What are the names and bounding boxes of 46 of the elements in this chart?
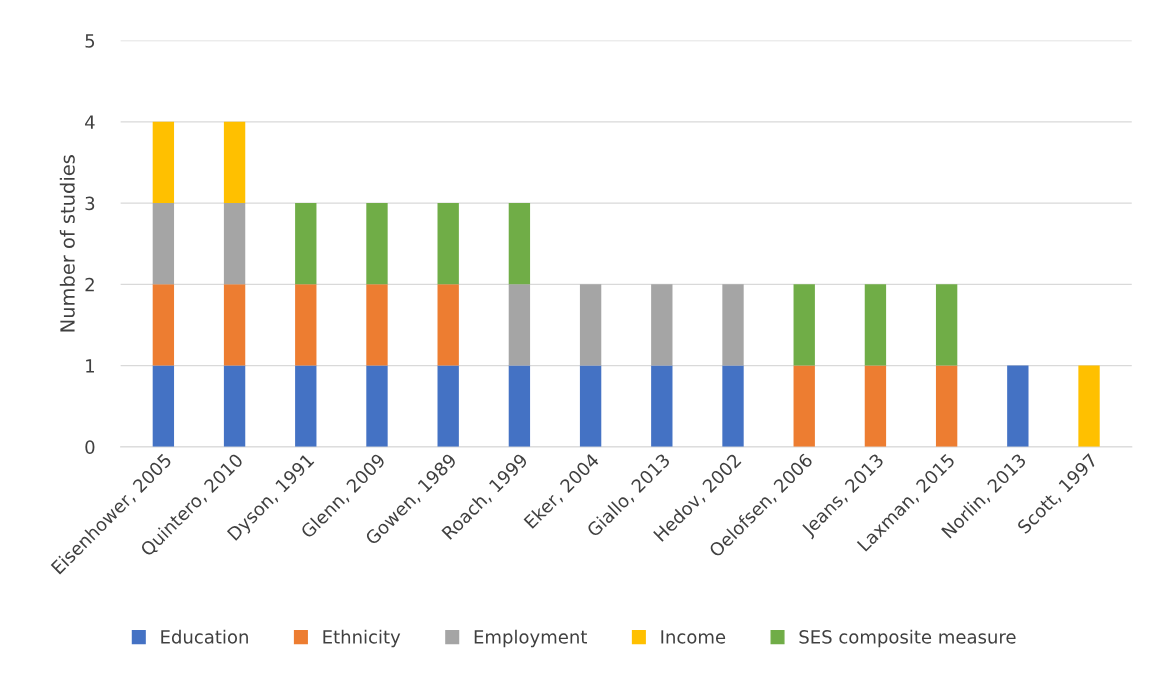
bar [722, 365, 744, 447]
bar [579, 365, 602, 447]
y-axis-title: Number of studies [59, 155, 75, 332]
legend-label: SES composite measure [799, 629, 1016, 648]
bar [295, 203, 317, 285]
bar [864, 365, 887, 447]
bar [366, 284, 388, 366]
y-tick-label: 0 [85, 440, 95, 454]
y-tick-label: 5 [85, 34, 95, 48]
bar [223, 121, 246, 204]
bar [223, 365, 246, 447]
bar [579, 284, 602, 366]
bar [508, 365, 531, 447]
bar [366, 203, 388, 285]
bar [152, 365, 175, 447]
bar [437, 365, 459, 447]
bar [223, 203, 246, 285]
bar [1007, 365, 1029, 447]
bar [152, 203, 175, 285]
y-tick-label: 3 [85, 196, 95, 211]
legend-label: Education [161, 629, 248, 644]
bar [651, 284, 673, 366]
bar [864, 284, 887, 366]
y-tick-label: 1 [86, 359, 94, 373]
legend-label: Employment [474, 629, 587, 648]
legend-label: Income [661, 630, 726, 644]
bar [437, 203, 459, 285]
y-tick-label: 2 [85, 277, 94, 292]
bar [1078, 365, 1100, 447]
bar [793, 365, 815, 447]
bar [152, 121, 175, 204]
bar [223, 284, 246, 366]
bar [437, 284, 459, 366]
bar [793, 284, 815, 366]
bar [651, 365, 673, 447]
bar [295, 365, 317, 447]
bar [295, 284, 317, 366]
bar [722, 284, 744, 366]
bar [508, 203, 531, 285]
bar [366, 365, 388, 447]
bar [935, 284, 958, 366]
legend-label: Ethnicity [323, 629, 401, 648]
bar [508, 284, 531, 366]
bar [152, 284, 175, 366]
y-tick-label: 4 [85, 115, 95, 129]
bar [935, 365, 958, 447]
